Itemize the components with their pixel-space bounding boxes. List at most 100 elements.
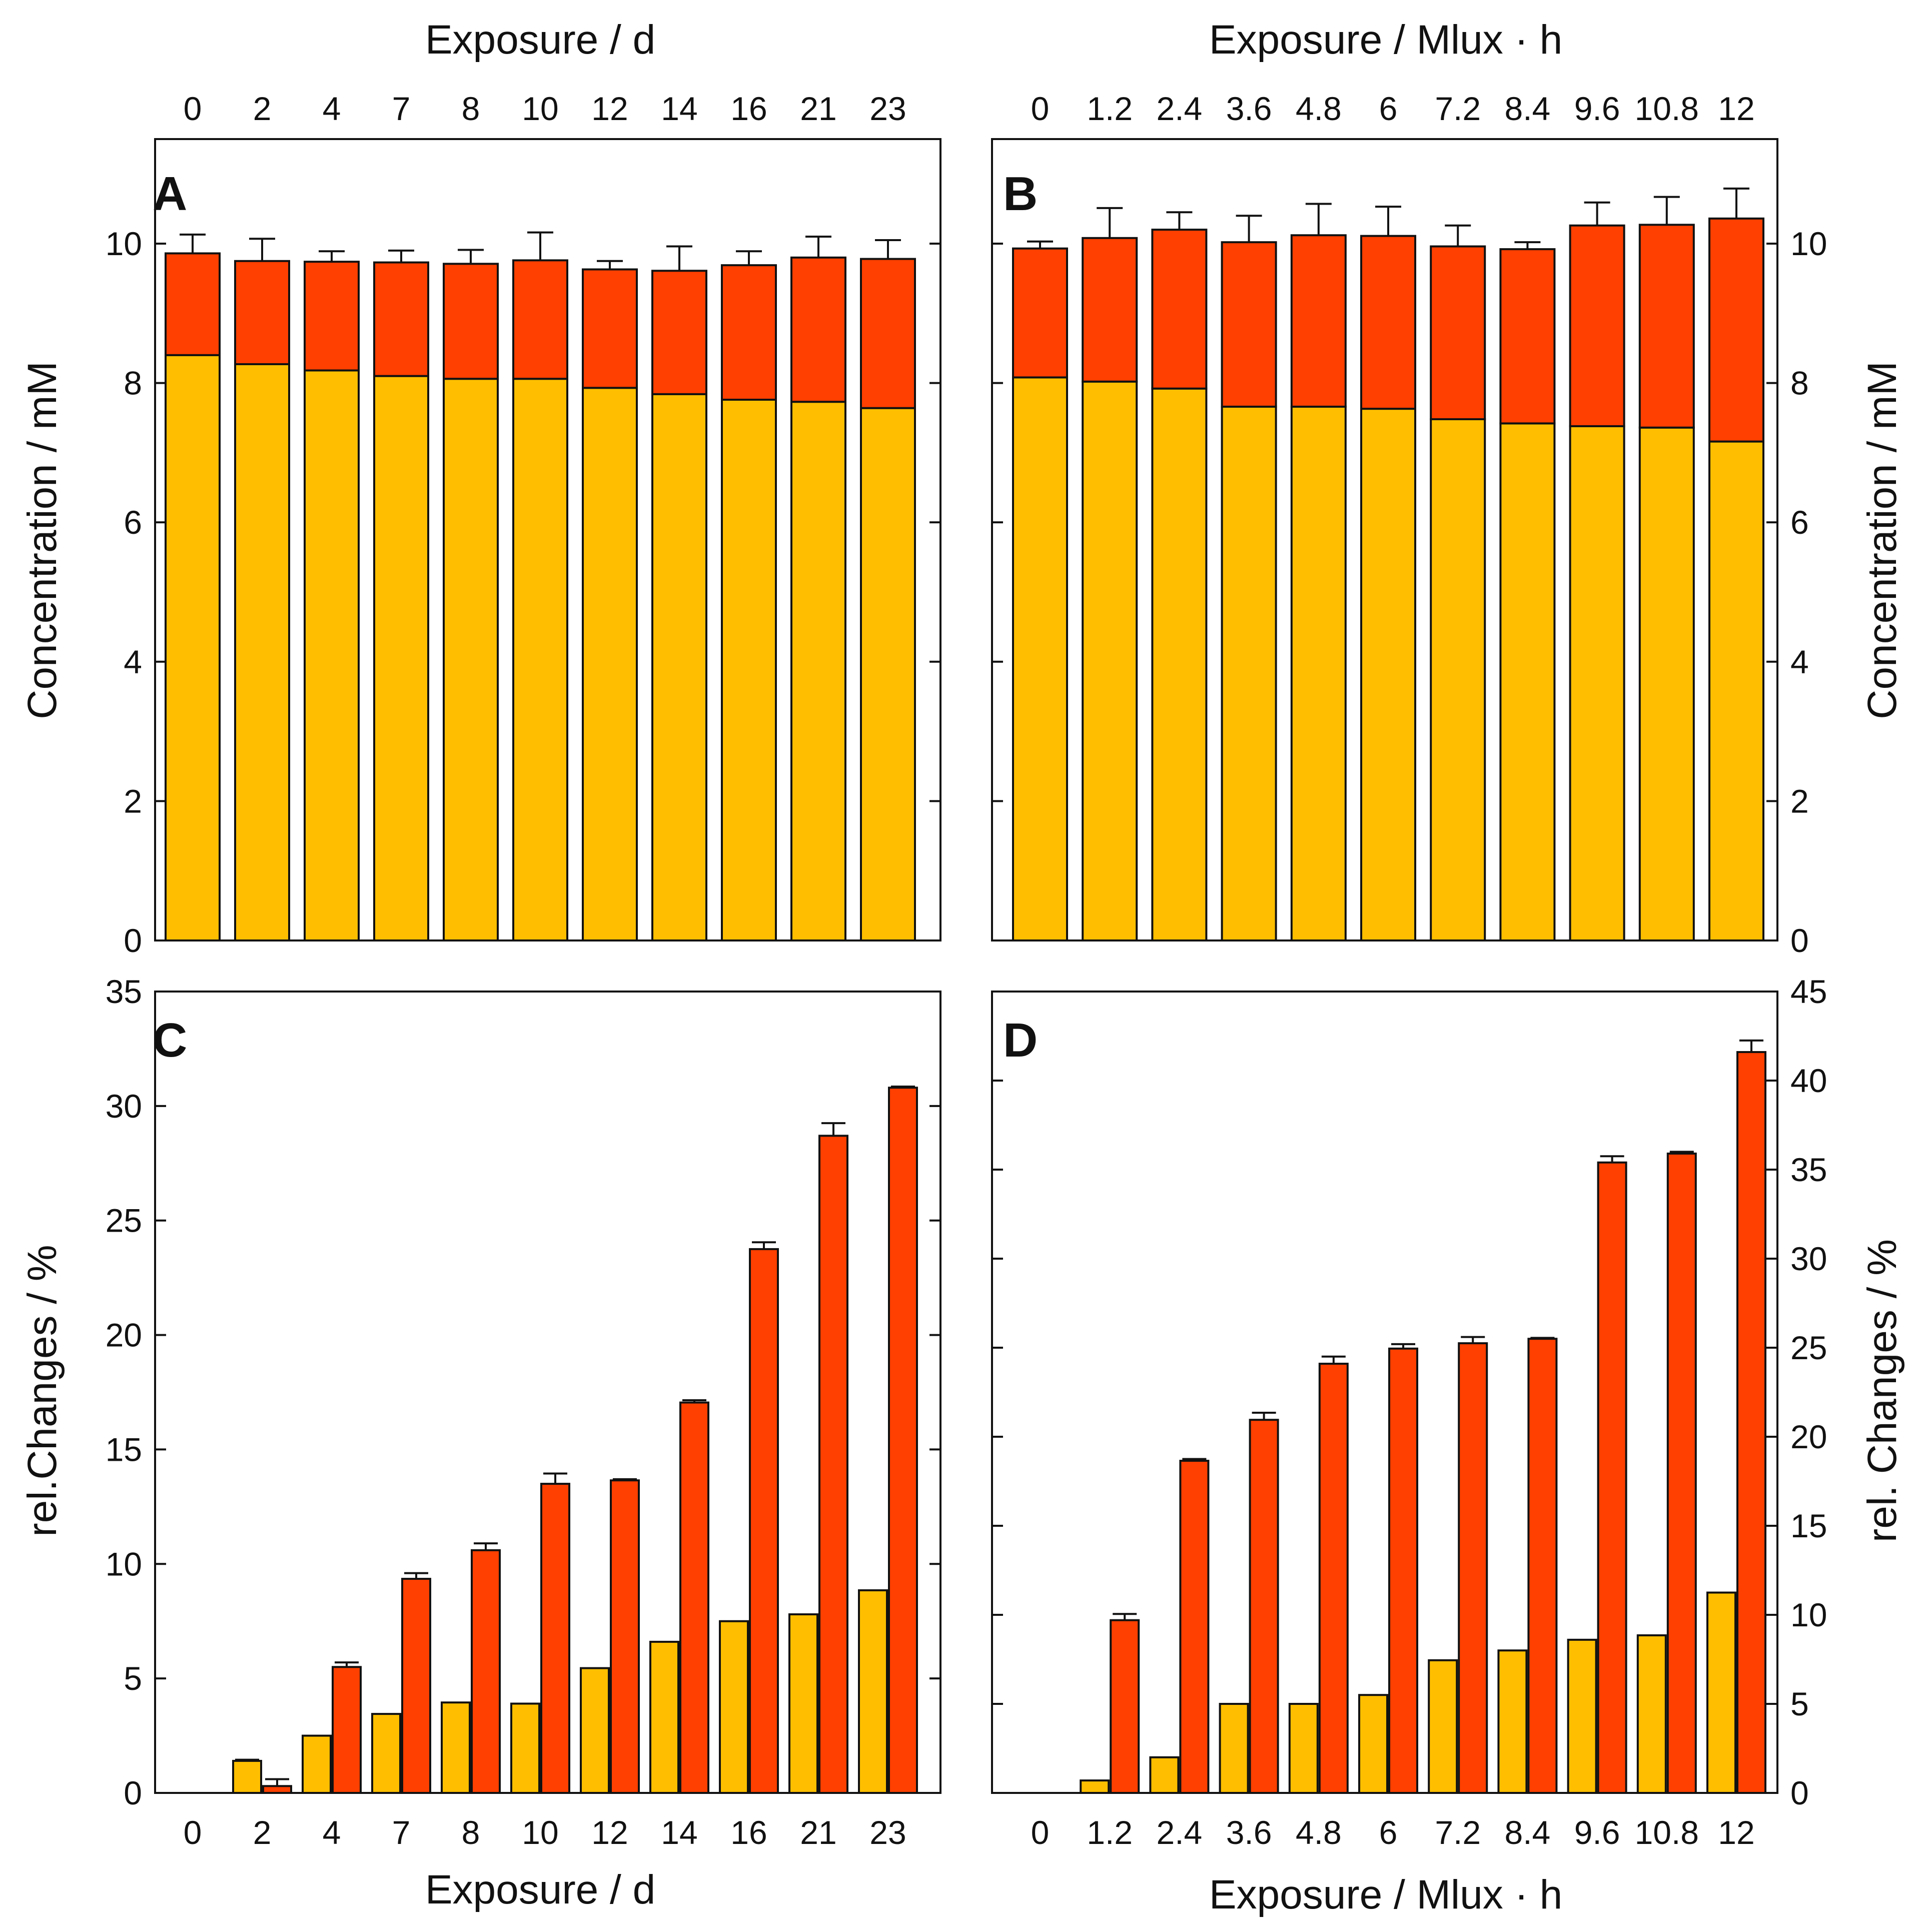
panel-b-bar-upper	[1569, 224, 1625, 427]
panel-d-bar-yellow	[1288, 1703, 1319, 1794]
panel-a-bar-upper	[860, 258, 916, 409]
panel-c-y-tick-label: 25	[106, 1202, 142, 1239]
panel-c-bar-yellow	[371, 1713, 401, 1794]
panel-b-top-axis-title: Exposure / Mlux · h	[1209, 17, 1562, 63]
panel-c: 0 5 10 15 20 25 30 35 0 2 4 7 8 10 12 14 16 21 23 C Expos…	[20, 973, 941, 1912]
panel-a-letter: A	[153, 167, 187, 221]
panel-a-frame	[154, 138, 941, 941]
panel-a-y-axis-title: Concentration / mM	[20, 361, 65, 719]
panel-c-bar-yellow	[580, 1667, 610, 1794]
panel-b-frame	[991, 138, 1778, 941]
panel-c-y-tick-label: 30	[106, 1088, 142, 1125]
panel-c-x-tick-label: 10	[522, 1814, 558, 1851]
panel-d-y-tick-label: 10	[1790, 1596, 1827, 1633]
panel-b-x-tick-label: 0	[1031, 90, 1050, 127]
panel-b-bar-upper	[1082, 237, 1138, 383]
panel-b-bar-lower	[1360, 408, 1416, 942]
panel-d-bar-red	[1597, 1161, 1627, 1794]
panel-c-y-tick-label: 15	[106, 1431, 142, 1468]
panel-d-y-tick-label: 40	[1790, 1062, 1827, 1099]
panel-b-y-tick-label: 4	[1790, 643, 1809, 680]
panel-a-x-tick-label: 16	[730, 90, 767, 127]
panel-c-bar-yellow	[510, 1702, 540, 1794]
panel-d-y-tick-label: 5	[1790, 1685, 1809, 1722]
panel-b-bar-upper	[1221, 241, 1277, 408]
panel-d-x-tick-label: 10.8	[1635, 1814, 1699, 1851]
panel-c-bar-red	[679, 1401, 709, 1794]
panel-d-x-tick-label: 9.6	[1574, 1814, 1620, 1851]
panel-c-x-tick-label: 16	[730, 1814, 767, 1851]
panel-a-y-tick-label: 6	[124, 504, 142, 541]
panel-a-bar-upper	[373, 261, 429, 377]
panel-b-x-tick-label: 7.2	[1435, 90, 1481, 127]
panel-c-x-tick-label: 23	[869, 1814, 906, 1851]
panel-a-bar-upper	[304, 261, 360, 372]
panel-d-x-tick-label: 3.6	[1226, 1814, 1272, 1851]
panel-c-x-tick-label: 4	[323, 1814, 341, 1851]
panel-a-x-tick-label: 0	[184, 90, 202, 127]
panel-a-x-tick-label: 12	[591, 90, 628, 127]
panel-b-bar-lower	[1430, 418, 1486, 942]
panel-a-bar-upper	[721, 264, 777, 401]
panel-b-y-tick-label: 8	[1790, 365, 1809, 402]
panel-a-x-tick-label: 14	[661, 90, 697, 127]
panel-a-x-tick-label: 4	[323, 90, 341, 127]
panel-d-x-tick-label: 4.8	[1296, 1814, 1342, 1851]
panel-d-y-tick-label: 35	[1790, 1151, 1827, 1188]
panel-b-bar-upper	[1151, 229, 1208, 390]
panel-b-bar-upper	[1430, 245, 1486, 421]
panel-a-y-tick-label: 8	[124, 365, 142, 402]
panel-d-bar-red	[1249, 1419, 1279, 1794]
panel-b-bar-lower	[1499, 422, 1556, 942]
panel-b-y-tick-label: 6	[1790, 504, 1809, 541]
panel-c-y-tick-label: 0	[124, 1774, 142, 1811]
panel-d-bar-red	[1388, 1347, 1418, 1794]
panel-a-x-tick-label: 2	[253, 90, 272, 127]
panel-a-bar-lower	[721, 398, 777, 941]
panel-b-x-tick-label: 6	[1379, 90, 1398, 127]
panel-b-y-tick-label: 0	[1790, 922, 1809, 959]
panel-a-y-tick-label: 10	[106, 225, 142, 262]
panel-a-y-tick-label: 4	[124, 643, 142, 680]
panel-d-x-tick-label: 2.4	[1157, 1814, 1203, 1851]
panel-b-y-tick-label: 10	[1790, 225, 1827, 262]
panel-c-x-tick-label: 2	[253, 1814, 272, 1851]
panel-d: 0 5 10 15 20 25 30 35 40 45 0 1.2 2.4 3.6 4.8 6 7.2 8.4 9…	[991, 973, 1905, 1917]
panel-c-x-tick-label: 7	[392, 1814, 411, 1851]
panel-b-x-tick-label: 1.2	[1087, 90, 1133, 127]
panel-a-bar-upper	[443, 263, 499, 380]
panel-b-bar-upper	[1290, 234, 1347, 408]
panel-d-bar-red	[1458, 1342, 1488, 1794]
panel-c-y-axis-title: rel.Changes / %	[20, 1245, 65, 1536]
panel-d-x-tick-label: 6	[1379, 1814, 1398, 1851]
panel-c-bar-yellow	[441, 1701, 471, 1794]
panel-c-y-tick-label: 5	[124, 1660, 142, 1697]
panel-c-frame	[154, 991, 941, 1794]
panel-c-x-tick-label: 12	[591, 1814, 628, 1851]
panel-d-bar-red	[1110, 1619, 1140, 1794]
panel-c-bar-red	[401, 1578, 431, 1794]
panel-a-bar-lower	[304, 369, 360, 941]
panel-c-x-tick-label: 14	[661, 1814, 697, 1851]
panel-c-bar-yellow	[788, 1613, 818, 1794]
panel-a-bar-lower	[790, 401, 846, 941]
panel-d-y-tick-label: 0	[1790, 1774, 1809, 1811]
panel-d-x-tick-label: 12	[1718, 1814, 1754, 1851]
panel-d-frame	[991, 991, 1778, 1794]
panel-b-y-axis-title: Concentration / mM	[1859, 361, 1905, 719]
panel-b-bar-upper	[1708, 217, 1764, 443]
panel-b-bar-lower	[1012, 376, 1068, 941]
panel-a: 0 2 4 6 8 10 0 2 4 7 8 10 12 14 16 21 23 A Exposure / d…	[20, 17, 941, 959]
panel-d-x-tick-label: 8.4	[1505, 1814, 1551, 1851]
panel-c-y-tick-label: 35	[106, 973, 142, 1010]
panel-a-x-tick-label: 10	[522, 90, 558, 127]
panel-a-x-tick-label: 23	[869, 90, 906, 127]
panel-c-bar-red	[749, 1248, 779, 1794]
panel-c-x-tick-labels: 0 2 4 7 8 10 12 14 16 21 23	[184, 1814, 906, 1851]
panel-a-y-tick-label: 0	[124, 922, 142, 959]
panel-b-x-tick-label: 4.8	[1296, 90, 1342, 127]
panel-c-x-tick-label: 8	[462, 1814, 480, 1851]
panel-b-x-tick-label: 10.8	[1635, 90, 1699, 127]
panel-b-bar-upper	[1012, 247, 1068, 379]
